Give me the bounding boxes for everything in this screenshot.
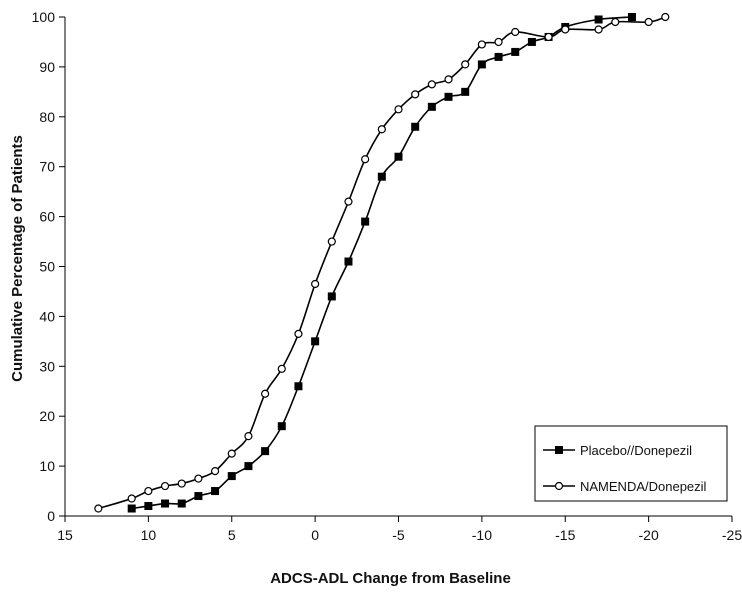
data-point-series-1 <box>344 197 353 206</box>
data-point-series-0 <box>444 92 453 101</box>
x-tick-label: 0 <box>311 527 319 543</box>
y-tick-label: 90 <box>39 59 55 75</box>
x-tick-label: -10 <box>472 527 492 543</box>
series-markers <box>94 12 670 513</box>
data-point-series-0 <box>261 447 270 456</box>
data-point-series-1 <box>227 449 236 458</box>
data-point-series-1 <box>661 12 670 22</box>
data-point-series-1 <box>611 17 620 27</box>
y-tick-label: 30 <box>39 358 55 374</box>
data-point-series-0 <box>461 87 470 96</box>
x-tick-label: -25 <box>722 527 742 543</box>
y-tick-label: 50 <box>39 259 55 275</box>
data-point-series-1 <box>544 32 553 42</box>
data-point-series-0 <box>244 462 253 471</box>
data-point-series-1 <box>461 60 470 69</box>
x-tick-label: -20 <box>639 527 659 543</box>
data-point-series-0 <box>227 472 236 481</box>
data-point-series-0 <box>294 382 303 391</box>
legend-marker-1 <box>554 481 564 491</box>
x-tick-label: 15 <box>57 527 73 543</box>
data-point-series-1 <box>411 90 420 99</box>
legend-label-0: Placebo//Donepezil <box>580 443 692 458</box>
x-tick-label: 10 <box>141 527 157 543</box>
data-point-series-1 <box>127 494 136 503</box>
data-point-series-0 <box>594 15 603 24</box>
y-axis-title: Cumulative Percentage of Patients <box>9 135 26 382</box>
data-point-series-1 <box>160 481 170 491</box>
data-point-series-1 <box>144 486 153 496</box>
y-tick-label: 0 <box>47 508 55 524</box>
y-tick-label: 70 <box>39 159 55 175</box>
y-tick-label: 20 <box>39 408 55 424</box>
data-point-series-0 <box>427 102 436 111</box>
tick-marks <box>59 16 733 522</box>
data-point-series-0 <box>527 37 536 46</box>
data-point-series-1 <box>427 80 436 89</box>
data-point-series-1 <box>244 432 253 441</box>
data-point-series-0 <box>144 502 153 511</box>
data-point-series-0 <box>494 52 503 61</box>
data-point-series-1 <box>277 364 286 373</box>
legend: Placebo//Donepezil NAMENDA/Donepezil <box>534 425 728 502</box>
data-point-series-0 <box>327 292 336 301</box>
data-point-series-1 <box>511 27 520 37</box>
data-point-series-0 <box>194 492 203 501</box>
data-point-series-1 <box>177 479 186 488</box>
y-tick-label: 10 <box>39 458 55 474</box>
data-point-series-0 <box>344 257 353 266</box>
data-point-series-1 <box>294 329 303 338</box>
data-point-series-1 <box>94 504 103 513</box>
data-point-series-1 <box>394 105 403 114</box>
x-axis-title: ADCS-ADL Change from Baseline <box>270 570 511 587</box>
data-point-series-1 <box>361 155 370 164</box>
data-point-series-1 <box>594 25 603 34</box>
legend-label-1: NAMENDA/Donepezil <box>580 479 707 494</box>
data-point-series-1 <box>477 40 486 49</box>
data-point-series-1 <box>444 75 453 84</box>
x-tick-label: -5 <box>392 527 405 543</box>
data-point-series-0 <box>627 13 636 21</box>
x-tick-label: 5 <box>228 527 236 543</box>
y-tick-label: 80 <box>39 109 55 125</box>
legend-box <box>534 425 728 502</box>
data-point-series-0 <box>394 152 403 161</box>
data-point-series-1 <box>644 17 653 27</box>
data-point-series-0 <box>127 504 136 513</box>
y-tick-label: 100 <box>32 9 56 25</box>
data-point-series-1 <box>494 37 503 47</box>
data-point-series-1 <box>261 389 270 398</box>
data-point-series-1 <box>377 125 386 134</box>
x-tick-label: -15 <box>555 527 575 543</box>
data-point-series-1 <box>194 474 203 483</box>
data-point-series-0 <box>211 487 220 496</box>
data-point-series-0 <box>477 60 486 69</box>
data-point-series-0 <box>411 122 420 131</box>
data-point-series-0 <box>277 422 286 431</box>
y-tick-label: 40 <box>39 308 55 324</box>
data-point-series-0 <box>377 172 386 181</box>
data-point-series-0 <box>511 47 520 56</box>
data-point-series-1 <box>210 466 220 476</box>
data-point-series-1 <box>561 25 570 34</box>
legend-marker-0 <box>555 446 563 454</box>
data-point-series-0 <box>361 217 370 226</box>
data-point-series-1 <box>327 237 336 246</box>
data-point-series-0 <box>311 337 320 346</box>
data-point-series-0 <box>177 499 186 508</box>
data-point-series-0 <box>161 499 170 508</box>
y-tick-label: 60 <box>39 209 55 225</box>
data-point-series-1 <box>311 279 320 289</box>
